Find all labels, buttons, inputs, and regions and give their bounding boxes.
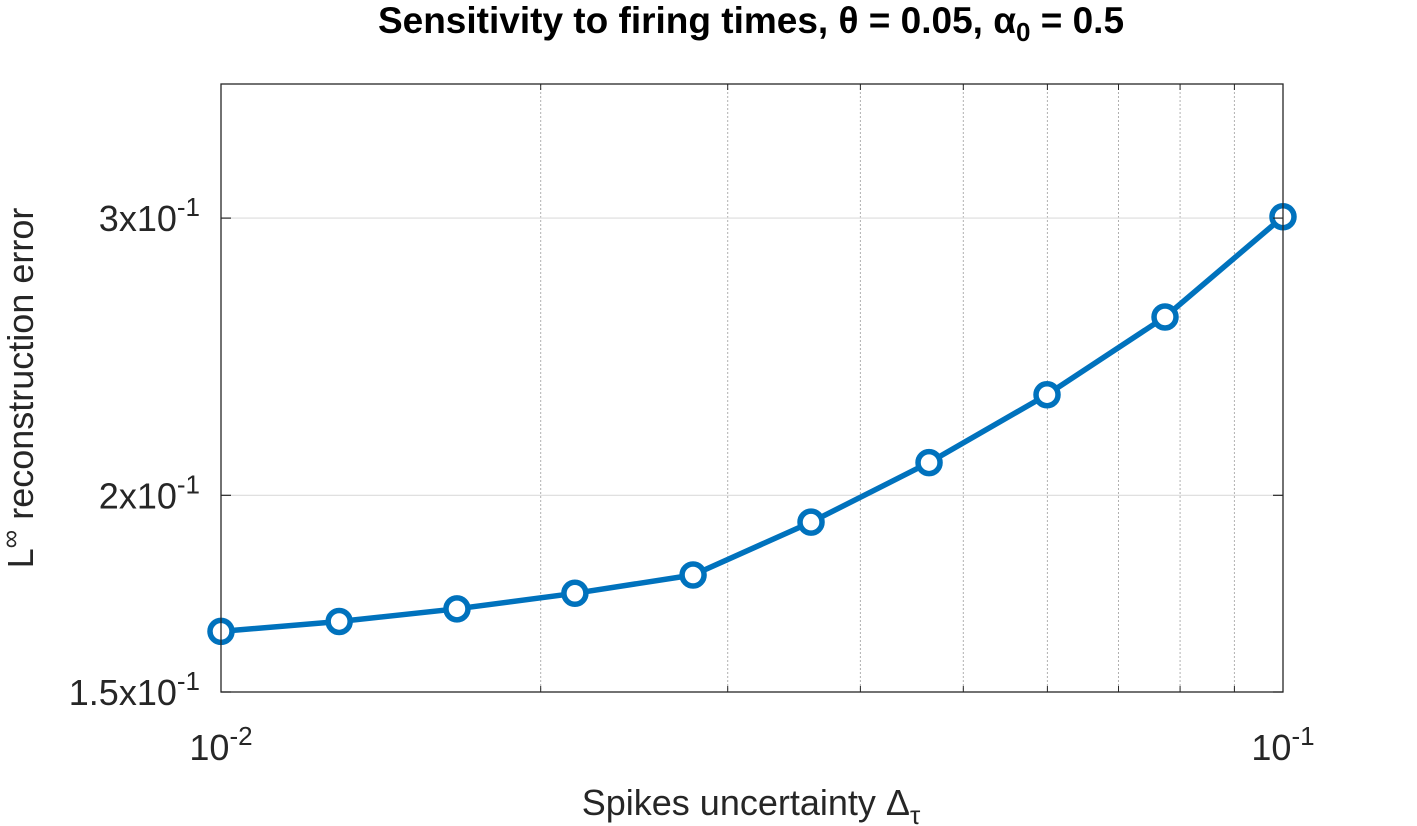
y-tick-label: 3x10-1 <box>99 192 200 239</box>
data-point-marker <box>915 448 943 477</box>
x-tick-label: 10-1 <box>1251 721 1314 768</box>
data-point-marker <box>1033 380 1061 409</box>
x-axis-label: Spikes uncertainty Δτ <box>582 782 921 826</box>
series-layer <box>207 202 1297 646</box>
tick-labels: 10-2 10-1 1.5x10-1 2x10-1 3x10-1 <box>69 192 1315 768</box>
y-axis-label: L∞ reconstruction error <box>0 208 41 569</box>
axes <box>220 83 1284 693</box>
chart-title: Sensitivity to firing times, θ = 0.05, α… <box>378 0 1124 47</box>
data-point-marker <box>325 607 353 636</box>
y-tick-label: 1.5x10-1 <box>69 666 200 713</box>
data-point-marker <box>561 579 589 608</box>
data-point-marker <box>797 508 825 536</box>
y-tick-label: 2x10-1 <box>99 469 200 516</box>
data-point-marker <box>679 561 707 589</box>
x-tick-label: 10-2 <box>189 721 252 768</box>
plot-box <box>220 83 1284 693</box>
data-point-marker <box>443 595 471 623</box>
series-line <box>218 213 1286 635</box>
data-point-marker <box>1151 303 1179 331</box>
grid <box>221 84 1283 692</box>
